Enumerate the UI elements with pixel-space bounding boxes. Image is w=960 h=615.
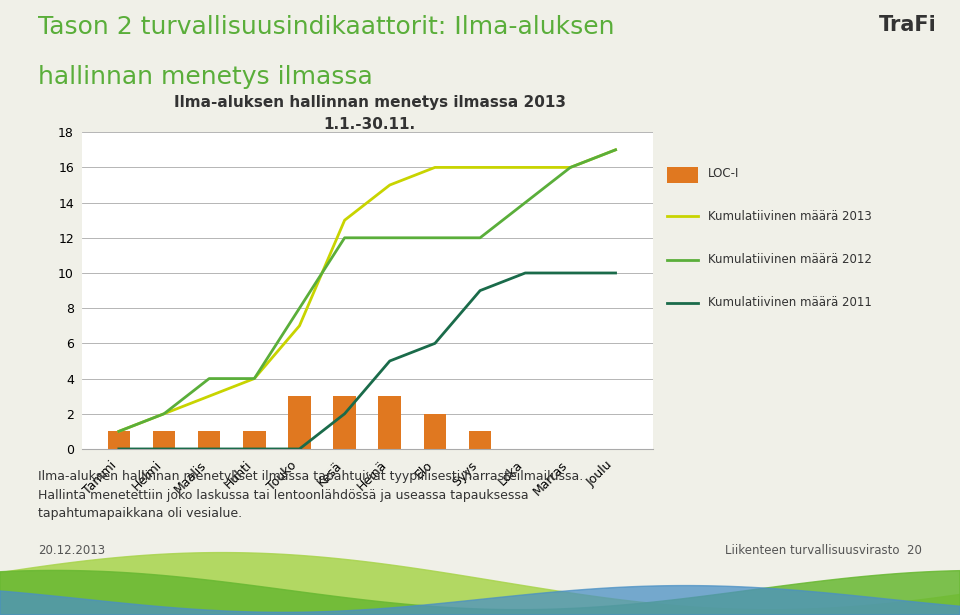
- Text: 1.1.-30.11.: 1.1.-30.11.: [324, 117, 416, 132]
- Kumulatiivinen määrä 2011: [384, 357, 396, 365]
- Kumulatiivinen määrä 2012: [113, 427, 125, 435]
- Kumulatiivinen määrä 2013: [429, 164, 441, 171]
- Kumulatiivinen määrä 2013: [339, 216, 350, 224]
- Kumulatiivinen määrä 2011: [294, 445, 305, 453]
- Text: Ilma-aluksen hallinnan menetys ilmassa 2013: Ilma-aluksen hallinnan menetys ilmassa 2…: [174, 95, 565, 110]
- Bar: [468, 431, 492, 449]
- Text: Liikenteen turvallisuusvirasto  20: Liikenteen turvallisuusvirasto 20: [725, 544, 922, 557]
- Kumulatiivinen määrä 2012: [158, 410, 170, 418]
- Kumulatiivinen määrä 2013: [158, 410, 170, 418]
- Bar: [153, 431, 176, 449]
- Kumulatiivinen määrä 2012: [249, 375, 260, 383]
- Kumulatiivinen määrä 2011: [429, 339, 441, 347]
- Kumulatiivinen määrä 2011: [339, 410, 350, 418]
- Kumulatiivinen määrä 2013: [249, 375, 260, 383]
- Kumulatiivinen määrä 2011: [158, 445, 170, 453]
- Text: LOC-I: LOC-I: [708, 167, 739, 180]
- Bar: [378, 396, 401, 449]
- Kumulatiivinen määrä 2011: [610, 269, 621, 277]
- Text: Hallinta menetettiin joko laskussa tai lentoonlähdössä ja useassa tapauksessa: Hallinta menetettiin joko laskussa tai l…: [38, 489, 529, 502]
- Text: Kumulatiivinen määrä 2013: Kumulatiivinen määrä 2013: [708, 210, 872, 223]
- Line: Kumulatiivinen määrä 2012: Kumulatiivinen määrä 2012: [119, 150, 615, 431]
- Kumulatiivinen määrä 2013: [564, 164, 576, 171]
- Bar: [108, 431, 131, 449]
- Text: hallinnan menetys ilmassa: hallinnan menetys ilmassa: [38, 65, 373, 89]
- Kumulatiivinen määrä 2011: [204, 445, 215, 453]
- Text: Kumulatiivinen määrä 2011: Kumulatiivinen määrä 2011: [708, 296, 872, 309]
- Kumulatiivinen määrä 2013: [294, 322, 305, 330]
- Bar: [333, 396, 356, 449]
- Kumulatiivinen määrä 2012: [294, 304, 305, 312]
- Text: 20.12.2013: 20.12.2013: [38, 544, 106, 557]
- Kumulatiivinen määrä 2013: [474, 164, 486, 171]
- Line: Kumulatiivinen määrä 2011: Kumulatiivinen määrä 2011: [119, 273, 615, 449]
- Kumulatiivinen määrä 2013: [204, 392, 215, 400]
- Kumulatiivinen määrä 2012: [519, 199, 531, 206]
- Kumulatiivinen määrä 2011: [249, 445, 260, 453]
- Kumulatiivinen määrä 2013: [384, 181, 396, 189]
- Kumulatiivinen määrä 2013: [519, 164, 531, 171]
- Kumulatiivinen määrä 2012: [204, 375, 215, 383]
- Kumulatiivinen määrä 2011: [113, 445, 125, 453]
- Bar: [243, 431, 266, 449]
- Kumulatiivinen määrä 2012: [474, 234, 486, 242]
- Kumulatiivinen määrä 2012: [610, 146, 621, 154]
- Kumulatiivinen määrä 2012: [564, 164, 576, 171]
- Bar: [423, 414, 446, 449]
- Text: Kumulatiivinen määrä 2012: Kumulatiivinen määrä 2012: [708, 253, 872, 266]
- Kumulatiivinen määrä 2012: [384, 234, 396, 242]
- Kumulatiivinen määrä 2011: [474, 287, 486, 294]
- Line: Kumulatiivinen määrä 2013: Kumulatiivinen määrä 2013: [119, 150, 615, 431]
- Bar: [198, 431, 221, 449]
- Kumulatiivinen määrä 2011: [564, 269, 576, 277]
- Kumulatiivinen määrä 2013: [610, 146, 621, 154]
- Text: Ilma-aluksen hallinnan menetykset ilmassa tapahtuivat tyypillisesti harrasteilma: Ilma-aluksen hallinnan menetykset ilmass…: [38, 470, 584, 483]
- Text: Tason 2 turvallisuusindikaattorit: Ilma-aluksen: Tason 2 turvallisuusindikaattorit: Ilma-…: [38, 15, 615, 39]
- Kumulatiivinen määrä 2013: [113, 427, 125, 435]
- Kumulatiivinen määrä 2011: [519, 269, 531, 277]
- Text: TraFi: TraFi: [878, 15, 936, 36]
- Kumulatiivinen määrä 2012: [339, 234, 350, 242]
- Kumulatiivinen määrä 2012: [429, 234, 441, 242]
- Text: tapahtumapaikkana oli vesialue.: tapahtumapaikkana oli vesialue.: [38, 507, 243, 520]
- Bar: [288, 396, 311, 449]
